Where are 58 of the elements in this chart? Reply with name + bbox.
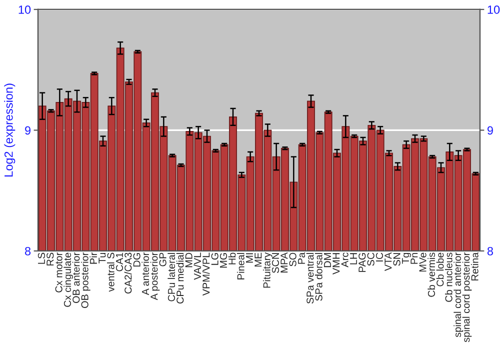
x-tick-label: Cb lobe <box>436 252 444 286</box>
x-tick-label: Pir <box>90 252 97 264</box>
x-tick-label: Cx cingulate <box>64 252 73 307</box>
x-tick-label: VA/VL <box>194 252 202 280</box>
x-tick-label: SN <box>393 253 400 266</box>
x-tick-label: VMH <box>332 253 340 275</box>
x-tick-label: MI <box>246 253 253 263</box>
x-tick-label: LH <box>350 253 357 264</box>
y-tick-label: 10 <box>18 5 31 14</box>
y-axis-title: Log2 (expression) <box>4 84 16 176</box>
x-tick-label: Cb vermis <box>428 252 436 297</box>
x-tick-label: VPM/VPL <box>202 252 210 296</box>
y-tick-label: 9 <box>25 126 30 135</box>
x-tick-label: MPA <box>280 252 288 272</box>
x-tick-label: SO <box>289 252 296 266</box>
x-tick-label: MVe <box>419 252 426 272</box>
x-tick-label: Pituitary <box>263 252 272 288</box>
x-tick-label: Cb nucleus <box>445 252 452 302</box>
x-tick-label: Pa <box>298 252 306 264</box>
x-tick-label: IC <box>376 252 384 262</box>
x-tick-label: SC <box>367 252 374 266</box>
x-tick-label: Pineal <box>237 253 244 280</box>
x-tick-label: GP <box>159 252 166 266</box>
x-tick-label: SCN <box>272 253 280 273</box>
x-tick-label: OB anterior <box>72 252 80 303</box>
x-tick-label: DM <box>324 253 331 268</box>
y2-tick-label: 10 <box>488 5 500 14</box>
x-tick-label: A anterior <box>142 252 150 296</box>
x-tick-label: Tg <box>402 252 411 264</box>
y-tick-label: 8 <box>25 246 31 256</box>
x-tick-label: Hb <box>228 252 236 264</box>
x-tick-label: Pn <box>410 252 418 264</box>
x-tick-label: A posterior <box>150 252 160 300</box>
x-tick-label: CA1 <box>116 252 124 272</box>
x-tick-label: CA2/CA3 <box>124 252 132 294</box>
x-tick-label: MG <box>220 253 228 268</box>
x-tick-label: Retina <box>471 252 478 280</box>
x-tick-label: spinal cord anterior <box>454 252 463 338</box>
x-tick-label: VTA <box>384 252 392 272</box>
x-tick-label: MD <box>185 252 192 268</box>
x-tick-label: ME <box>254 252 262 267</box>
x-tick-label: LS <box>38 252 46 264</box>
x-tick-label: CPu medial <box>176 253 184 304</box>
x-tick-label: CPu lateral <box>168 253 176 302</box>
x-tick-label: OB posterior <box>81 252 90 308</box>
x-tick-label: SPa dorsal <box>315 253 322 301</box>
x-tick-label: PAG <box>358 253 366 272</box>
x-tick-label: Tu <box>98 253 106 264</box>
x-tick-label: LG <box>211 253 218 265</box>
x-tick-label: Cx motor <box>55 252 62 292</box>
x-tick-label: RS <box>46 252 54 266</box>
x-tick-label: spinal cord posterior <box>462 252 472 342</box>
x-tick-label: Arc <box>341 252 348 268</box>
x-tick-label: SPa ventral <box>306 253 314 304</box>
x-tick-label: DG <box>133 253 140 267</box>
y2-tick-label: 9 <box>488 126 493 135</box>
y2-tick-label: 8 <box>487 246 493 256</box>
x-tick-label: ventral S <box>107 252 114 292</box>
